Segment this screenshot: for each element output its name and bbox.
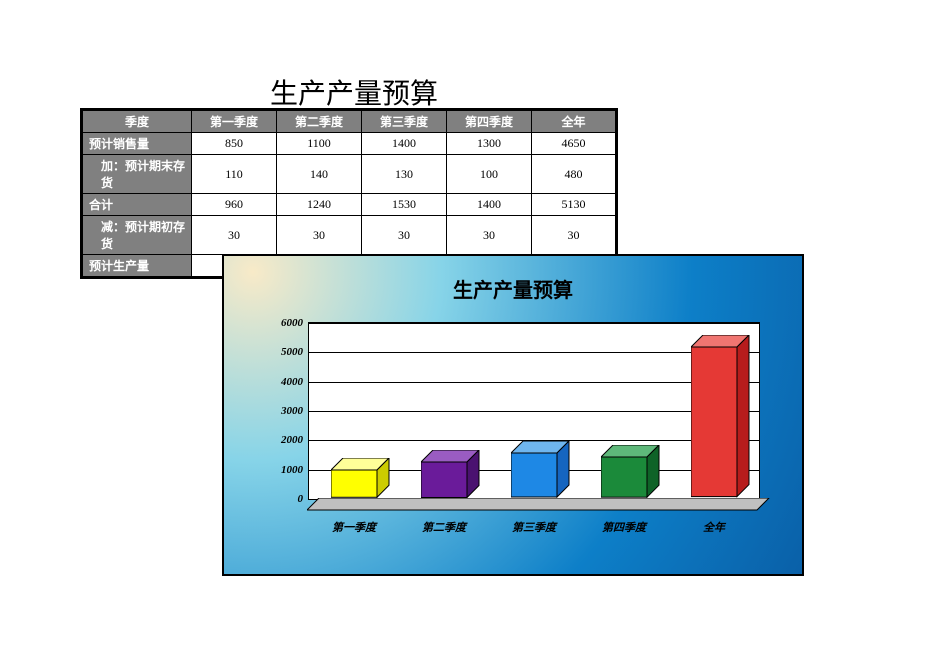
x-tick-label: 第四季度: [602, 519, 646, 535]
production-chart: 生产产量预算 0100020003000400050006000第一季度第二季度…: [222, 254, 804, 576]
row-label: 预计销售量: [82, 133, 192, 155]
col-header: 全年: [532, 110, 617, 133]
plot-area: 0100020003000400050006000第一季度第二季度第三季度第四季…: [308, 322, 760, 500]
y-tick-label: 2000: [281, 434, 303, 446]
table-cell: 130: [362, 155, 447, 194]
x-tick-label: 第一季度: [332, 519, 376, 535]
table-cell: 480: [532, 155, 617, 194]
table-cell: 1400: [447, 194, 532, 216]
row-label: 预计生产量: [82, 255, 192, 278]
x-tick-label: 第二季度: [422, 519, 466, 535]
table-cell: 4650: [532, 133, 617, 155]
y-tick-label: 1000: [281, 464, 303, 476]
y-tick-label: 3000: [281, 405, 303, 417]
table-cell: 140: [277, 155, 362, 194]
y-tick-label: 5000: [281, 346, 303, 358]
table-cell: 30: [277, 216, 362, 255]
table-cell: 110: [192, 155, 277, 194]
floor-shape: [307, 498, 771, 512]
y-tick-label: 4000: [281, 376, 303, 388]
table-cell: 1240: [277, 194, 362, 216]
table-cell: 1100: [277, 133, 362, 155]
table-cell: 30: [532, 216, 617, 255]
table-row: 合计9601240153014005130: [82, 194, 617, 216]
chart-floor: [308, 498, 758, 512]
table-cell: 1530: [362, 194, 447, 216]
table-row: 加：预计期末存货110140130100480: [82, 155, 617, 194]
row-label: 合计: [82, 194, 192, 216]
table-cell: 850: [192, 133, 277, 155]
col-header: 第二季度: [277, 110, 362, 133]
table-header-row: 季度 第一季度 第二季度 第三季度 第四季度 全年: [82, 110, 617, 133]
col-header: 第三季度: [362, 110, 447, 133]
gridline: [309, 323, 759, 324]
chart-bar: [421, 450, 481, 499]
chart-bar: [691, 335, 751, 499]
page-title: 生产产量预算: [270, 72, 438, 112]
row-label: 加：预计期末存货: [82, 155, 192, 194]
col-header: 季度: [82, 110, 192, 133]
table-cell: 1400: [362, 133, 447, 155]
y-tick-label: 0: [298, 493, 304, 505]
table-row: 预计销售量8501100140013004650: [82, 133, 617, 155]
table-cell: 30: [447, 216, 532, 255]
table-cell: 30: [362, 216, 447, 255]
table-cell: 1300: [447, 133, 532, 155]
y-tick-label: 6000: [281, 317, 303, 329]
col-header: 第一季度: [192, 110, 277, 133]
x-tick-label: 第三季度: [512, 519, 556, 535]
table-cell: 5130: [532, 194, 617, 216]
chart-bar: [511, 441, 571, 499]
chart-bar: [331, 458, 391, 499]
chart-bar: [601, 445, 661, 499]
table-row: 减：预计期初存货3030303030: [82, 216, 617, 255]
x-tick-label: 全年: [703, 519, 725, 535]
table-cell: 30: [192, 216, 277, 255]
row-label: 减：预计期初存货: [82, 216, 192, 255]
table-cell: 100: [447, 155, 532, 194]
chart-title: 生产产量预算: [453, 274, 573, 303]
table-cell: 960: [192, 194, 277, 216]
col-header: 第四季度: [447, 110, 532, 133]
